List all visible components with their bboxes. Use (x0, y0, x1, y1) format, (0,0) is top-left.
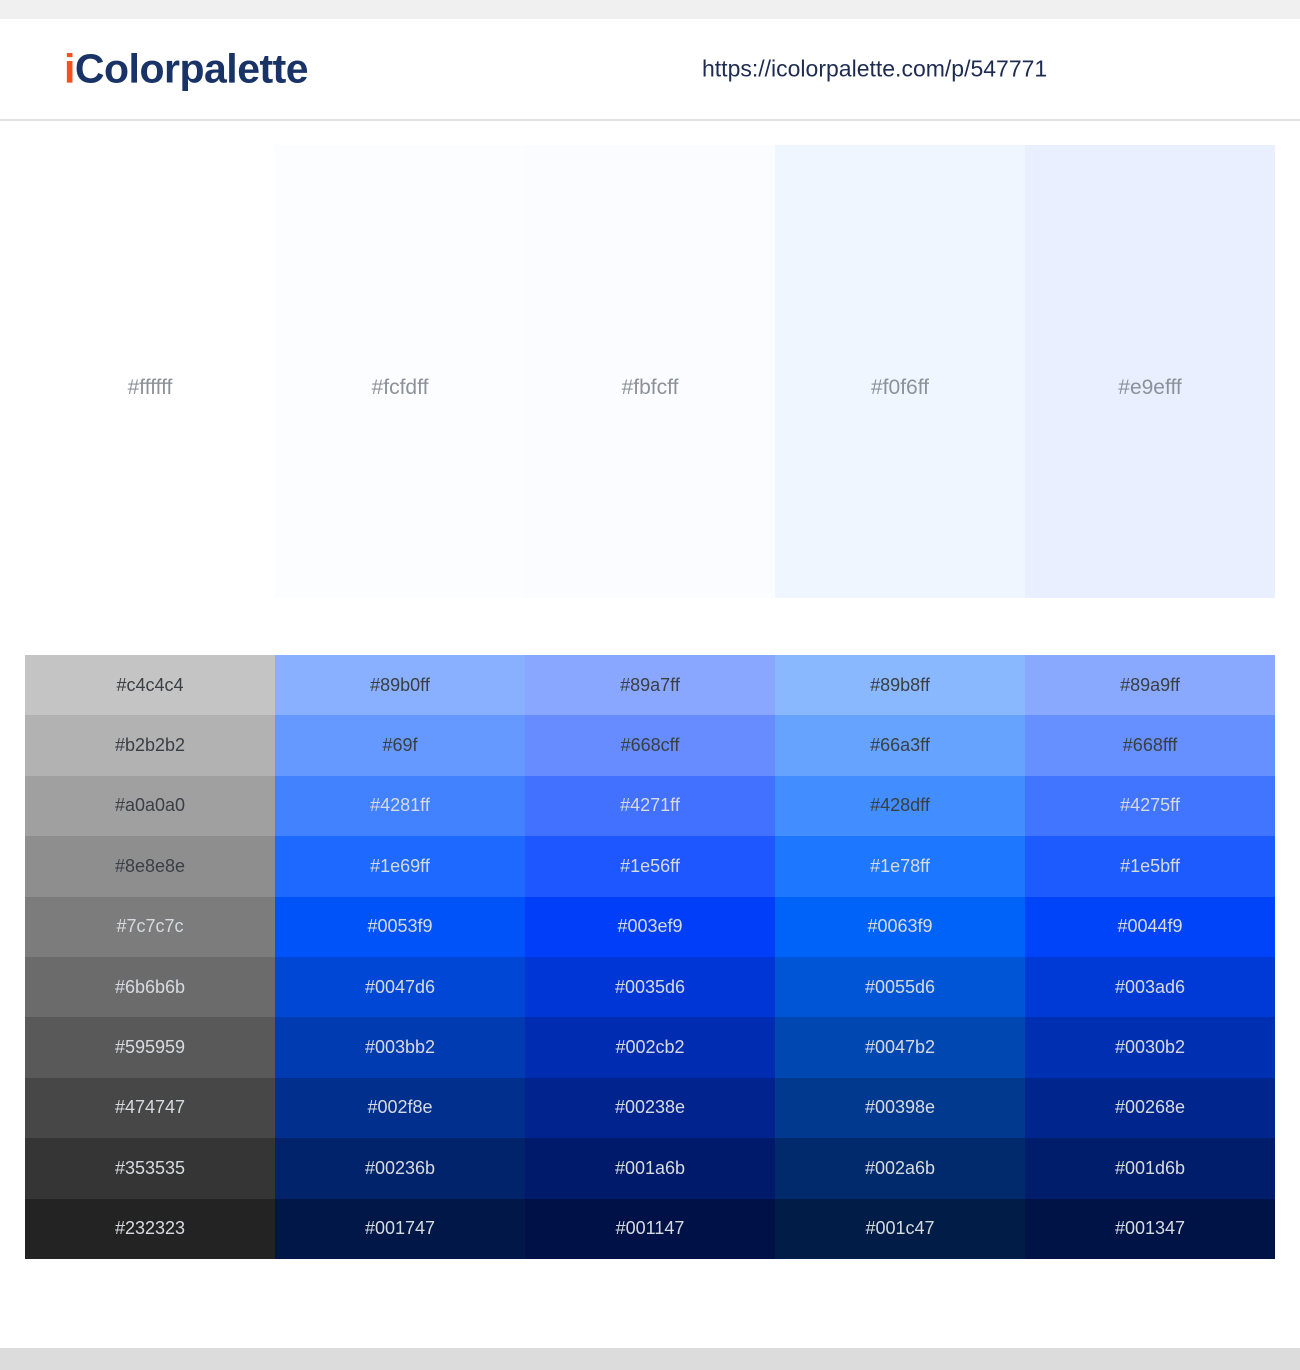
swatch-hex-label: #fbfcff (622, 376, 679, 400)
shade-cell[interactable]: #7c7c7c (25, 897, 275, 957)
shade-cell[interactable]: #474747 (25, 1078, 275, 1138)
shade-cell[interactable]: #002f8e (275, 1078, 525, 1138)
shade-grid: #c4c4c4#89b0ff#89a7ff#89b8ff#89a9ff #b2b2… (25, 655, 1275, 1259)
shade-cell[interactable]: #00236b (275, 1138, 525, 1198)
shade-cell[interactable]: #4275ff (1025, 776, 1275, 836)
shade-cell[interactable]: #0035d6 (525, 957, 775, 1017)
color-swatch[interactable]: #ffffff (25, 145, 275, 598)
shade-cell[interactable]: #69f (275, 715, 525, 775)
swatch-hex-label: #e9efff (1118, 376, 1181, 400)
top-strip (0, 0, 1300, 19)
shade-cell[interactable]: #1e56ff (525, 836, 775, 896)
shade-cell[interactable]: #1e78ff (775, 836, 1025, 896)
site-logo[interactable]: iColorpalette (64, 46, 308, 93)
shade-cell[interactable]: #66a3ff (775, 715, 1025, 775)
shade-cell[interactable]: #00268e (1025, 1078, 1275, 1138)
site-header: iColorpalette https://icolorpalette.com/… (0, 19, 1300, 119)
shade-cell[interactable]: #003ad6 (1025, 957, 1275, 1017)
shade-cell[interactable]: #c4c4c4 (25, 655, 275, 715)
shade-cell[interactable]: #668cff (525, 715, 775, 775)
footer-strip (0, 1348, 1300, 1370)
shade-cell[interactable]: #00238e (525, 1078, 775, 1138)
shade-cell[interactable]: #001c47 (775, 1199, 1025, 1259)
shade-cell[interactable]: #00398e (775, 1078, 1025, 1138)
color-swatch[interactable]: #fbfcff (525, 145, 775, 598)
page: iColorpalette https://icolorpalette.com/… (0, 0, 1300, 1259)
palette-url: https://icolorpalette.com/p/547771 (702, 56, 1047, 83)
palette-swatch-row: #ffffff #fcfdff #fbfcff #f0f6ff #e9efff (25, 145, 1275, 598)
shade-cell[interactable]: #89a9ff (1025, 655, 1275, 715)
shade-cell[interactable]: #0063f9 (775, 897, 1025, 957)
shade-cell[interactable]: #0047d6 (275, 957, 525, 1017)
shade-cell[interactable]: #595959 (25, 1017, 275, 1077)
shade-cell[interactable]: #0047b2 (775, 1017, 1025, 1077)
swatch-hex-label: #f0f6ff (871, 376, 929, 400)
shade-cell[interactable]: #002a6b (775, 1138, 1025, 1198)
shade-cell[interactable]: #003bb2 (275, 1017, 525, 1077)
shade-cell[interactable]: #b2b2b2 (25, 715, 275, 775)
shade-cell[interactable]: #001a6b (525, 1138, 775, 1198)
color-swatch[interactable]: #fcfdff (275, 145, 525, 598)
shade-cell[interactable]: #0030b2 (1025, 1017, 1275, 1077)
shade-cell[interactable]: #001d6b (1025, 1138, 1275, 1198)
shade-cell[interactable]: #003ef9 (525, 897, 775, 957)
shade-cell[interactable]: #8e8e8e (25, 836, 275, 896)
shade-cell[interactable]: #a0a0a0 (25, 776, 275, 836)
shade-cell[interactable]: #89b0ff (275, 655, 525, 715)
shade-cell[interactable]: #1e69ff (275, 836, 525, 896)
shade-cell[interactable]: #668fff (1025, 715, 1275, 775)
shade-cell[interactable]: #232323 (25, 1199, 275, 1259)
shade-cell[interactable]: #001147 (525, 1199, 775, 1259)
swatch-hex-label: #fcfdff (372, 376, 429, 400)
logo-text: Colorpalette (75, 46, 308, 92)
swatch-hex-label: #ffffff (128, 376, 173, 400)
shade-cell[interactable]: #001347 (1025, 1199, 1275, 1259)
logo-i-letter: i (64, 46, 75, 92)
color-swatch[interactable]: #e9efff (1025, 145, 1275, 598)
shade-cell[interactable]: #4281ff (275, 776, 525, 836)
shade-cell[interactable]: #428dff (775, 776, 1025, 836)
shade-cell[interactable]: #0044f9 (1025, 897, 1275, 957)
header-divider (0, 119, 1300, 121)
shade-cell[interactable]: #002cb2 (525, 1017, 775, 1077)
shade-cell[interactable]: #001747 (275, 1199, 525, 1259)
shade-cell[interactable]: #4271ff (525, 776, 775, 836)
shade-cell[interactable]: #0053f9 (275, 897, 525, 957)
shade-cell[interactable]: #1e5bff (1025, 836, 1275, 896)
shade-cell[interactable]: #89a7ff (525, 655, 775, 715)
shade-cell[interactable]: #353535 (25, 1138, 275, 1198)
shade-cell[interactable]: #0055d6 (775, 957, 1025, 1017)
main-content: #ffffff #fcfdff #fbfcff #f0f6ff #e9efff #c4c… (0, 145, 1300, 1259)
shade-cell[interactable]: #6b6b6b (25, 957, 275, 1017)
color-swatch[interactable]: #f0f6ff (775, 145, 1025, 598)
shade-cell[interactable]: #89b8ff (775, 655, 1025, 715)
